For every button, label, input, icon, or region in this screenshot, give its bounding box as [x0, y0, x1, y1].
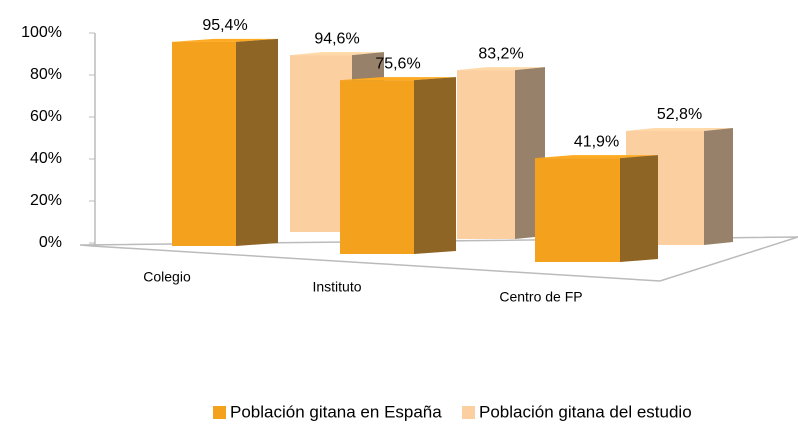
x-tick-label: Centro de FP — [499, 289, 582, 305]
bar-side — [414, 77, 456, 255]
bar — [457, 70, 515, 239]
bar-top — [340, 77, 456, 81]
value-label: 94,6% — [314, 30, 359, 47]
bar — [535, 158, 620, 262]
bar — [172, 41, 236, 247]
bar-top — [626, 127, 733, 131]
value-label: 75,6% — [375, 55, 420, 72]
y-tick-label: 40% — [30, 150, 62, 167]
value-label: 41,9% — [574, 133, 619, 150]
bar-top — [290, 52, 384, 56]
value-label: 83,2% — [478, 45, 523, 62]
y-tick-label: 20% — [30, 192, 62, 209]
value-label: 52,8% — [657, 106, 702, 123]
bar-top — [535, 155, 658, 159]
bar-side — [236, 38, 278, 247]
bar-side — [704, 127, 733, 245]
x-tick-label: Colegio — [143, 269, 191, 285]
y-tick-label: 0% — [39, 234, 62, 251]
y-tick-label: 100% — [21, 24, 62, 41]
legend-label: Población gitana del estudio — [479, 402, 692, 421]
legend-label: Población gitana en España — [230, 402, 442, 421]
value-label: 95,4% — [202, 17, 247, 34]
bar — [340, 80, 414, 255]
bar-side — [620, 155, 658, 262]
y-tick-label: 80% — [30, 66, 62, 83]
x-tick-label: Instituto — [312, 279, 361, 295]
bar-top — [457, 67, 545, 71]
y-tick-label: 60% — [30, 108, 62, 125]
legend-swatch — [462, 406, 475, 419]
bar-top — [172, 38, 278, 42]
legend-swatch — [213, 406, 226, 419]
